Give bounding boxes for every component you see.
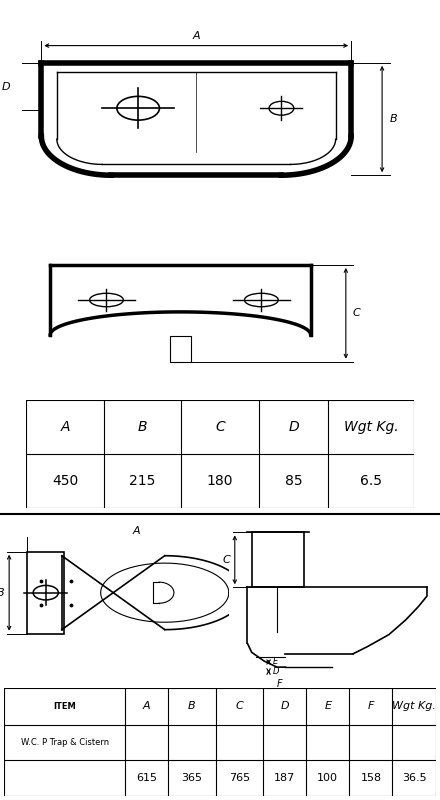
Text: ITEM: ITEM [53,702,76,711]
Text: B: B [188,702,196,711]
Text: A: A [192,31,200,42]
Text: A: A [143,702,150,711]
Text: A: A [60,420,70,434]
Text: D: D [280,702,289,711]
Bar [252,533,304,587]
Text: A: A [132,526,140,536]
Text: 180: 180 [207,474,233,488]
Text: 215: 215 [129,474,156,488]
Text: 765: 765 [229,773,250,783]
Text: Wgt Kg.: Wgt Kg. [344,420,398,434]
Bar [27,552,64,634]
Text: W.C. P Trap & Cistern: W.C. P Trap & Cistern [21,738,109,747]
Text: 85: 85 [285,474,302,488]
Text: 187: 187 [274,773,295,783]
Bar [170,336,191,362]
Text: 36.5: 36.5 [402,773,426,783]
Text: 6.5: 6.5 [360,474,382,488]
Text: 615: 615 [136,773,157,783]
Text: B: B [138,420,147,434]
Text: 158: 158 [360,773,381,783]
Text: F: F [368,702,374,711]
Text: C: C [215,420,225,434]
Text: B: B [390,114,397,124]
Text: E: E [273,658,278,666]
Text: Wgt Kg.: Wgt Kg. [392,702,436,711]
Text: F: F [276,679,282,690]
Text: 450: 450 [52,474,78,488]
Text: 365: 365 [181,773,202,783]
Text: D: D [288,420,299,434]
Text: B: B [0,588,4,598]
Text: 100: 100 [317,773,338,783]
Text: E: E [324,702,331,711]
Text: C: C [223,555,231,565]
Text: C: C [353,308,361,318]
Text: C: C [235,702,243,711]
Text: D: D [2,82,11,92]
Text: D: D [273,667,279,676]
